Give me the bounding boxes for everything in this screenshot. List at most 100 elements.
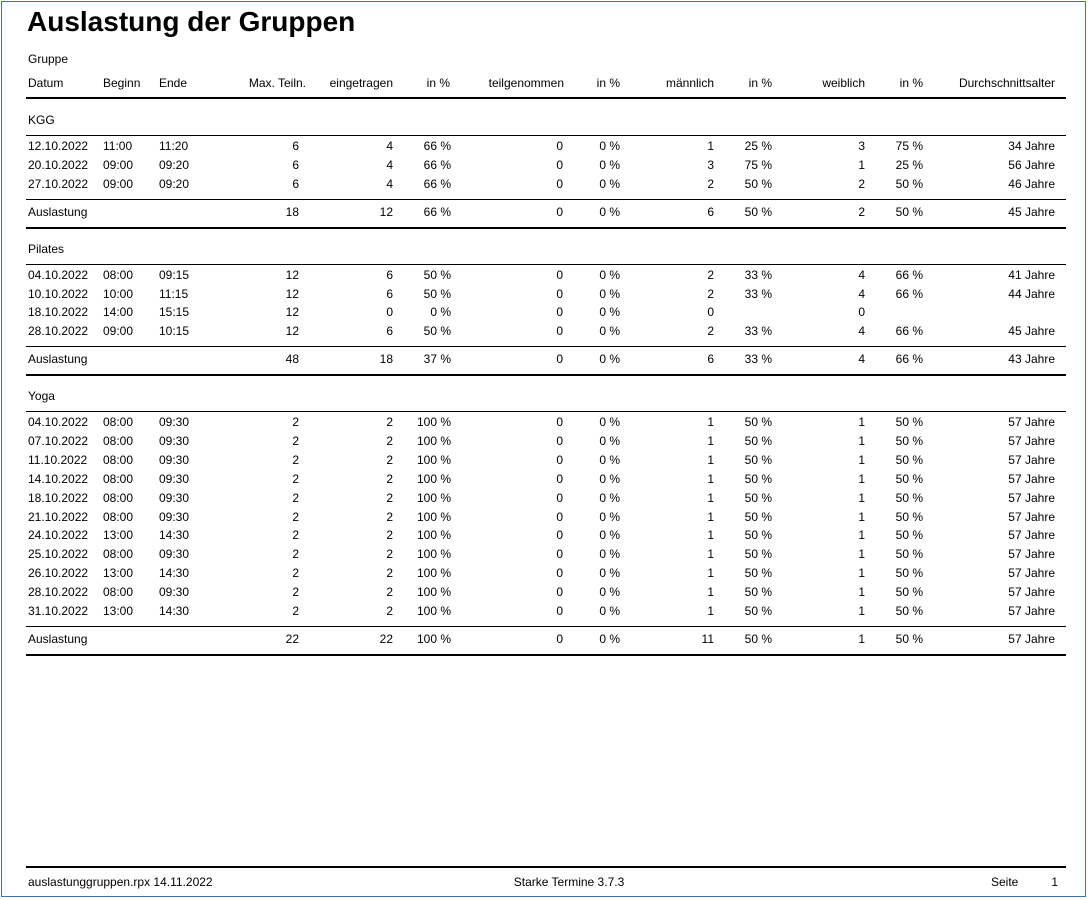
cell: 2 bbox=[386, 603, 393, 618]
cell: 08:00 bbox=[103, 490, 134, 505]
cell: 14:30 bbox=[159, 528, 190, 543]
footer-app: Starke Termine 3.7.3 bbox=[513, 875, 625, 889]
cell: 50 % bbox=[744, 547, 772, 562]
summary-cell: 22 bbox=[379, 631, 393, 646]
cell: 0 bbox=[707, 305, 714, 320]
cell: 2 bbox=[292, 490, 299, 505]
rule bbox=[26, 346, 1066, 348]
cell: 21.10.2022 bbox=[28, 509, 89, 524]
cell: 1 bbox=[707, 566, 714, 581]
cell: 0 % bbox=[599, 547, 620, 562]
cell: 2 bbox=[292, 434, 299, 449]
cell: 12 bbox=[285, 305, 299, 320]
cell: 09:30 bbox=[159, 490, 190, 505]
cell: 18.10.2022 bbox=[28, 305, 89, 320]
cell: 25 % bbox=[744, 139, 772, 153]
cell: 0 % bbox=[599, 324, 620, 339]
report-title: Auslastung der Gruppen bbox=[27, 6, 356, 37]
cell: 13:00 bbox=[103, 603, 134, 618]
cell: 6 bbox=[386, 324, 393, 339]
cell: 50 % bbox=[744, 603, 772, 618]
cell: 4 bbox=[858, 267, 865, 282]
cell: 41 Jahre bbox=[1008, 267, 1055, 282]
cell: 08:00 bbox=[103, 415, 134, 430]
rule bbox=[26, 198, 1066, 200]
summary-cell: 0 bbox=[556, 631, 563, 646]
column-header: in % bbox=[426, 76, 450, 90]
cell: 2 bbox=[292, 509, 299, 524]
cell: 6 bbox=[292, 176, 299, 191]
cell: 0 bbox=[386, 305, 393, 320]
column-header: Max. Teiln. bbox=[248, 76, 306, 90]
cell: 0 bbox=[556, 157, 563, 172]
cell: 100 % bbox=[416, 415, 451, 430]
cell: 66 % bbox=[423, 139, 451, 153]
cell: 57 Jahre bbox=[1008, 584, 1055, 599]
column-header: Datum bbox=[28, 76, 64, 90]
summary-cell: 66 % bbox=[423, 204, 451, 219]
cell: 1 bbox=[858, 528, 865, 543]
group-name: KGG bbox=[28, 113, 55, 127]
cell: 44 Jahre bbox=[1008, 286, 1055, 301]
cell: 4 bbox=[386, 157, 393, 172]
cell: 57 Jahre bbox=[1008, 509, 1055, 524]
cell: 100 % bbox=[416, 584, 451, 599]
cell: 33 % bbox=[744, 286, 772, 301]
cell: 0 % bbox=[599, 415, 620, 430]
cell: 50 % bbox=[895, 528, 923, 543]
cell: 13:00 bbox=[103, 566, 134, 581]
cell: 2 bbox=[292, 471, 299, 486]
cell: 0 % bbox=[599, 490, 620, 505]
cell: 57 Jahre bbox=[1008, 452, 1055, 467]
cell: 100 % bbox=[416, 528, 451, 543]
cell: 100 % bbox=[416, 490, 451, 505]
column-header: männlich bbox=[665, 76, 714, 90]
cell: 2 bbox=[386, 452, 393, 467]
cell: 25.10.2022 bbox=[28, 547, 89, 562]
cell: 0 % bbox=[599, 603, 620, 618]
cell: 46 Jahre bbox=[1008, 176, 1055, 191]
cell: 50 % bbox=[895, 584, 923, 599]
cell: 0 bbox=[556, 305, 563, 320]
cell: 11:20 bbox=[159, 139, 189, 153]
cell: 57 Jahre bbox=[1008, 490, 1055, 505]
cell: 1 bbox=[707, 528, 714, 543]
cell: 08:00 bbox=[103, 509, 134, 524]
column-header: Beginn bbox=[103, 76, 141, 90]
cell: 57 Jahre bbox=[1008, 528, 1055, 543]
cell: 1 bbox=[858, 471, 865, 486]
cell: 0 bbox=[556, 584, 563, 599]
cell: 25 % bbox=[895, 157, 923, 172]
cell: 0 bbox=[556, 267, 563, 282]
cell: 100 % bbox=[416, 434, 451, 449]
cell: 1 bbox=[707, 139, 714, 153]
cell: 1 bbox=[707, 434, 714, 449]
cell: 50 % bbox=[423, 286, 451, 301]
cell: 08:00 bbox=[103, 471, 134, 486]
cell: 2 bbox=[858, 176, 865, 191]
summary-cell: 6 bbox=[707, 204, 714, 219]
cell: 50 % bbox=[744, 452, 772, 467]
cell: 2 bbox=[386, 509, 393, 524]
cell: 09:20 bbox=[159, 176, 190, 191]
cell: 50 % bbox=[895, 566, 923, 581]
cell: 0 % bbox=[599, 509, 620, 524]
cell: 18.10.2022 bbox=[28, 490, 89, 505]
group-name: Pilates bbox=[28, 241, 65, 256]
cell: 50 % bbox=[744, 415, 772, 430]
cell: 75 % bbox=[744, 157, 772, 172]
cell: 2 bbox=[707, 286, 714, 301]
summary-cell: 1 bbox=[858, 631, 865, 646]
cell: 09:30 bbox=[159, 509, 190, 524]
cell: 04.10.2022 bbox=[28, 415, 89, 430]
cell: 2 bbox=[386, 415, 393, 430]
column-header: teilgenommen bbox=[488, 76, 564, 90]
summary-cell: Auslastung bbox=[28, 352, 88, 367]
column-header: in % bbox=[899, 76, 923, 90]
cell: 07.10.2022 bbox=[28, 434, 89, 449]
cell: 4 bbox=[858, 324, 865, 339]
cell: 56 Jahre bbox=[1008, 157, 1055, 172]
cell: 12 bbox=[285, 267, 299, 282]
cell: 1 bbox=[858, 509, 865, 524]
